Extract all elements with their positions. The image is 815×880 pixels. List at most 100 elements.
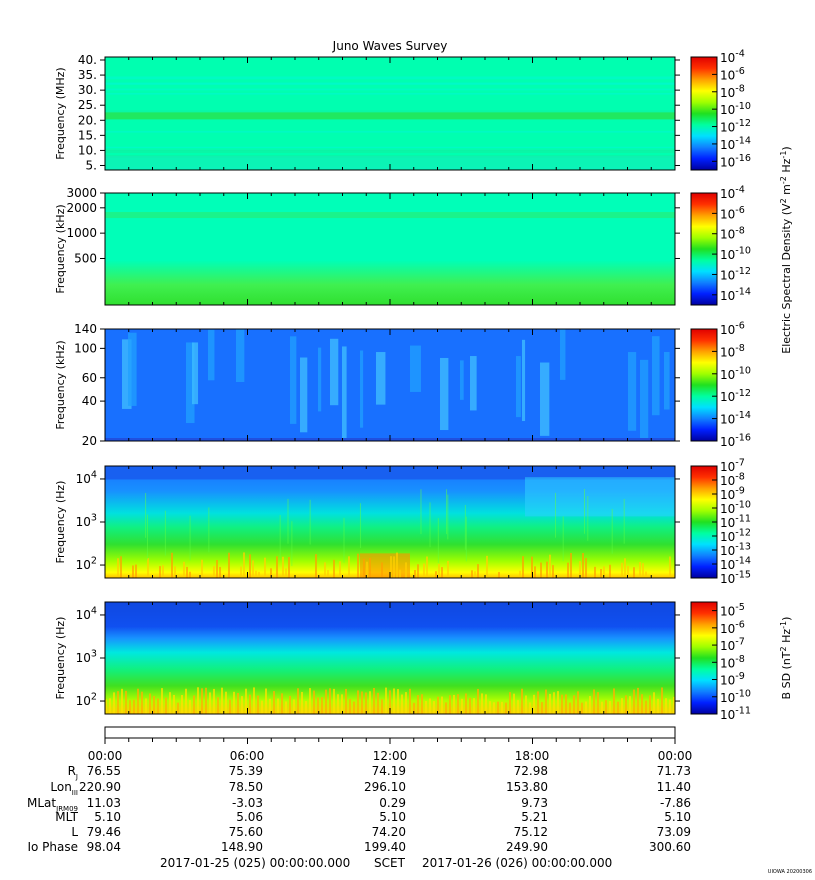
- spike: [213, 688, 215, 714]
- spike: [493, 702, 495, 714]
- spike: [281, 693, 283, 714]
- ephemeris-value: 71.73: [657, 764, 691, 778]
- y-tick-label: 100: [74, 341, 97, 355]
- spike: [333, 559, 335, 578]
- spectrogram-band: [105, 149, 675, 151]
- spike: [381, 562, 383, 578]
- spike: [393, 688, 395, 714]
- spike: [282, 556, 284, 578]
- spike: [217, 697, 219, 714]
- y-tick-label: 20: [82, 434, 97, 448]
- spike: [173, 694, 175, 714]
- spike: [449, 695, 451, 714]
- spike: [357, 690, 359, 714]
- y-axis-label: Frequency (Hz): [54, 481, 67, 564]
- spike: [534, 566, 536, 578]
- streak: [208, 507, 210, 553]
- spike: [469, 697, 471, 714]
- ephemeris-value: 74.19: [372, 764, 406, 778]
- spike: [333, 688, 335, 714]
- spike: [243, 552, 245, 578]
- spike: [321, 697, 323, 714]
- whistler-region: [525, 477, 675, 517]
- spike: [405, 562, 407, 578]
- spike: [377, 692, 379, 714]
- spike: [413, 702, 415, 714]
- streak: [359, 503, 361, 548]
- footer: 2017-01-25 (025) 00:00:00.000 SCET 2017-…: [160, 856, 812, 875]
- spike: [441, 696, 443, 714]
- colorbar-label: 10-7: [720, 458, 745, 474]
- spike: [245, 688, 247, 714]
- streak: [287, 498, 289, 544]
- spike: [579, 561, 581, 578]
- spectrogram-band: [105, 82, 675, 85]
- spike: [365, 692, 367, 714]
- spike: [285, 701, 287, 714]
- ephemeris-value: -7.86: [660, 796, 691, 810]
- spike: [361, 691, 363, 714]
- spike: [229, 699, 231, 714]
- emission-streak: [290, 336, 297, 424]
- colorbar-label: 10-5: [720, 602, 745, 618]
- spike: [183, 561, 185, 578]
- spike: [486, 555, 488, 578]
- ephemeris-value: 300.60: [649, 840, 691, 854]
- spike: [341, 694, 343, 714]
- ephemeris-value: 153.80: [506, 780, 548, 794]
- spike: [309, 688, 311, 714]
- y-tick-label: 102: [76, 556, 97, 572]
- spike: [241, 696, 243, 714]
- time-tick-label: 12:00: [373, 749, 408, 763]
- spike: [633, 567, 635, 578]
- ephemeris-row-label: Io Phase: [27, 840, 78, 854]
- streak: [189, 515, 191, 561]
- spike: [174, 566, 176, 578]
- y-tick-label: 25.: [78, 98, 97, 112]
- spike: [471, 570, 473, 578]
- spike: [317, 697, 319, 714]
- spike: [473, 698, 475, 714]
- intense-region: [360, 553, 410, 578]
- spike: [474, 571, 476, 578]
- colorbar-label: 10-10: [720, 688, 751, 704]
- spike: [509, 692, 511, 714]
- spike: [157, 698, 159, 714]
- colorbar-ramp: [690, 601, 718, 715]
- spike: [569, 702, 571, 714]
- spike: [627, 566, 629, 578]
- spike: [205, 687, 207, 714]
- colorbar-label: 10-8: [720, 343, 745, 359]
- streak: [164, 510, 166, 556]
- y-tick-label: 140: [74, 322, 97, 336]
- spike: [159, 566, 161, 578]
- streak: [587, 496, 589, 541]
- spike: [661, 687, 663, 714]
- spike: [453, 694, 455, 714]
- spike: [273, 691, 275, 714]
- spike: [552, 565, 554, 578]
- spike: [642, 563, 644, 578]
- spike: [621, 698, 623, 714]
- time-axis-bar: [104, 726, 676, 739]
- y-tick-label: 35.: [78, 68, 97, 82]
- spike: [573, 695, 575, 714]
- ephemeris-row-label: LonIII: [50, 780, 78, 797]
- emission-streak: [470, 356, 477, 411]
- streak: [343, 517, 345, 563]
- spike: [285, 568, 287, 578]
- spike: [513, 693, 515, 714]
- y-axis-label: Frequency (kHz): [54, 340, 67, 429]
- colorbar-label: 10-15: [720, 570, 751, 586]
- spike: [125, 690, 127, 714]
- spike: [161, 688, 163, 714]
- spike: [414, 569, 416, 578]
- colorbar-label: 10-9: [720, 486, 745, 502]
- spike: [669, 556, 671, 578]
- spike: [189, 700, 191, 714]
- spike: [357, 553, 359, 578]
- colorbar-label: 10-14: [720, 136, 751, 152]
- ephemeris-value: 75.12: [514, 825, 548, 839]
- spike: [189, 571, 191, 578]
